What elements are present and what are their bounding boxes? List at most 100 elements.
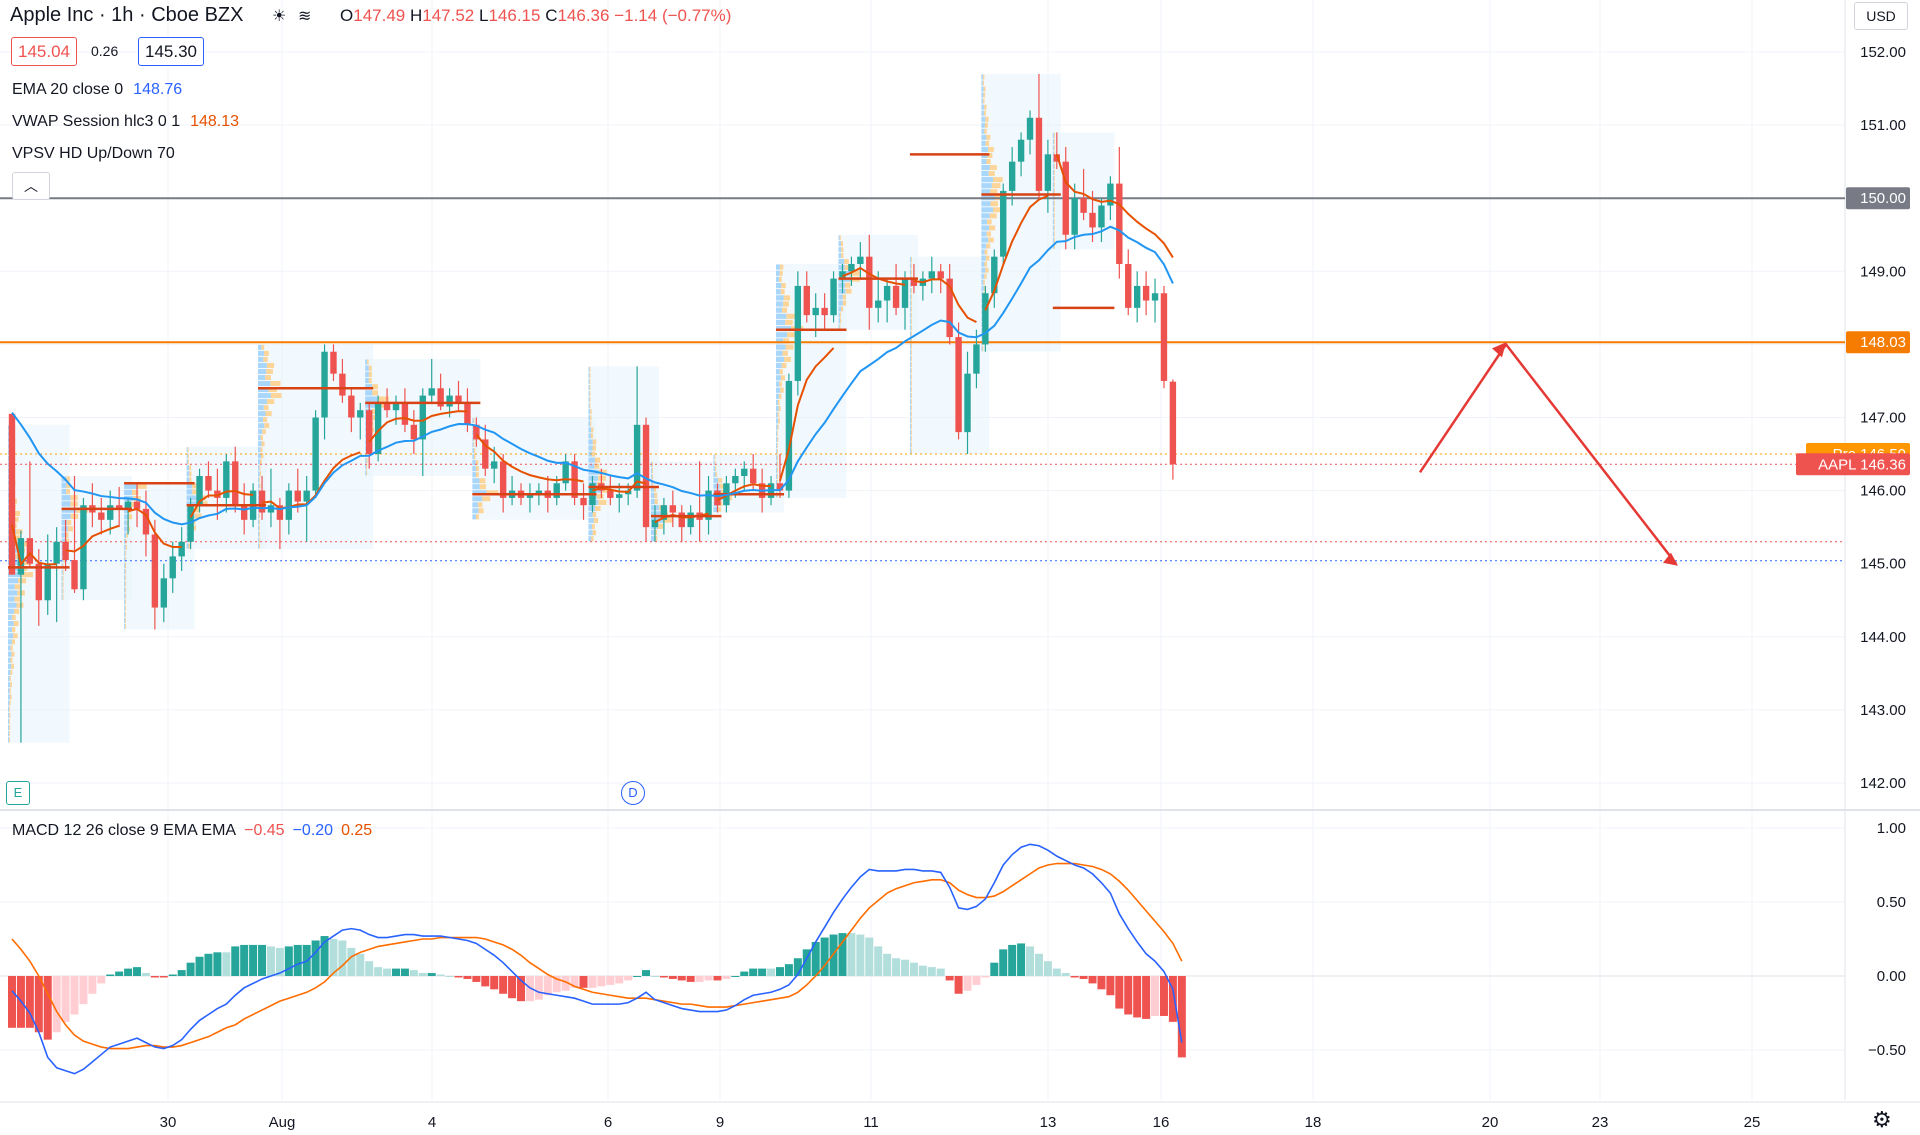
volume-profile-bar — [61, 588, 63, 594]
volume-profile-bar — [186, 489, 193, 495]
macd-histogram-bar — [749, 968, 758, 976]
macd-histogram-bar — [177, 970, 186, 976]
candle — [169, 541, 176, 593]
grid — [0, 0, 1920, 1103]
volume-profile-bar — [775, 282, 782, 289]
volume-profile-bar — [124, 532, 127, 538]
candle-body — [53, 541, 60, 564]
symbol-title[interactable]: Apple Inc · 1h · Cboe BZX — [10, 4, 244, 26]
candle-body — [455, 395, 462, 403]
volume-profile-bar — [61, 551, 64, 557]
volume-profile-bar — [778, 406, 781, 412]
volume-profile-bar — [17, 578, 27, 584]
volume-profile-bar — [911, 349, 912, 355]
volume-profile-bar — [838, 259, 845, 264]
wave-icon[interactable]: ≋ — [298, 8, 312, 25]
volume-profile-bar — [588, 415, 591, 421]
macd-histogram-bar — [517, 976, 526, 1002]
dividend-marker-icon[interactable]: D — [621, 781, 645, 805]
volume-profile-bar — [266, 368, 273, 374]
volume-profile-bar — [259, 525, 261, 531]
candle-body — [1008, 161, 1016, 191]
horizontal-lines[interactable] — [0, 197, 1845, 344]
macd-histogram-bar — [463, 976, 472, 979]
candle-body — [812, 307, 819, 316]
volume-profile-bar — [593, 518, 599, 524]
price-label-bg — [1846, 187, 1910, 210]
macd-tick-label: 1.00 — [1877, 820, 1906, 837]
candle-body — [892, 285, 900, 308]
volume-profile-bar — [13, 620, 19, 627]
volume-profile-bar — [981, 267, 986, 273]
candle-body — [339, 373, 346, 396]
volume-profile-bar — [365, 464, 367, 470]
settings-gear-icon[interactable]: ⚙ — [1872, 1107, 1892, 1132]
volume-profile-bar — [589, 372, 591, 378]
volume-profile-bar — [777, 412, 780, 418]
volume-profile-bar — [261, 453, 264, 459]
volume-profile-bar — [985, 116, 989, 122]
volume-profile-bar — [258, 537, 260, 543]
volume-profile-bar — [713, 472, 716, 477]
volume-profile-bar — [66, 482, 71, 488]
vwap-legend[interactable]: VWAP Session hlc3 0 1 148.13 — [12, 113, 240, 130]
volume-profile-bar — [588, 427, 592, 433]
volume-profile-bar — [475, 466, 479, 472]
volume-profile-bar — [259, 483, 261, 489]
volume-profile-bar — [775, 381, 780, 387]
macd-histogram-bar — [874, 946, 883, 976]
macd-histogram-bar — [391, 968, 400, 976]
sun-icon[interactable]: ☀ — [272, 8, 287, 25]
volume-profile-bar — [258, 513, 260, 519]
candle — [651, 505, 659, 542]
macd-histogram-bar — [70, 976, 79, 1015]
volume-profile-bar — [61, 519, 67, 526]
volume-profile-bar — [845, 288, 852, 294]
bid-button[interactable]: 145.04 — [11, 37, 77, 66]
volume-profile-bar — [474, 448, 476, 454]
volume-profile-bar — [258, 477, 260, 483]
candle-body — [17, 538, 25, 575]
chevron-up-icon[interactable]: ︿ — [12, 172, 50, 200]
volume-profile-bar — [981, 315, 983, 322]
currency-selector[interactable]: USD — [1854, 2, 1908, 30]
vwap-layer — [8, 153, 1174, 569]
volume-profile-bar — [186, 483, 193, 489]
ema-legend[interactable]: EMA 20 close 0 148.76 — [12, 81, 183, 98]
macd-histogram-bar — [311, 940, 320, 976]
volume-profile-bar — [61, 513, 71, 519]
volume-profile-bar — [909, 343, 912, 349]
time-axis[interactable]: 30 Aug 4 6 9 11 13 16 18 20 23 25 — [160, 1114, 1761, 1131]
candle — [142, 490, 150, 557]
volume-profile-bar — [61, 575, 63, 582]
volume-profile-bar — [775, 369, 780, 375]
volume-profile-bar — [981, 334, 983, 340]
volume-profile-bar — [775, 387, 781, 393]
vpsv-legend[interactable]: VPSV HD Up/Down 70 — [12, 145, 175, 162]
earnings-marker-icon[interactable]: E — [6, 781, 30, 805]
volume-profile-bar — [657, 523, 663, 529]
volume-profile-bar — [777, 430, 778, 436]
macd-histogram-bar — [8, 976, 16, 1028]
macd-histogram-bar — [820, 937, 829, 976]
macd-histogram-bar — [561, 976, 570, 991]
volume-profile-bar — [909, 374, 912, 380]
projection-arrow[interactable] — [1418, 342, 1678, 566]
volume-profile-bar — [780, 387, 784, 393]
volume-profile-bar — [984, 273, 987, 279]
candle-body — [294, 490, 301, 502]
volume-profile-bar — [981, 140, 986, 146]
volume-profile-bar — [598, 499, 607, 505]
volume-profile-bar — [477, 502, 483, 508]
macd-histogram-bar — [258, 944, 267, 976]
macd-legend[interactable]: MACD 12 26 close 9 EMA EMA −0.45 −0.20 0.25 — [12, 822, 373, 839]
ask-button[interactable]: 145.30 — [138, 37, 204, 66]
macd-histogram-bar — [767, 968, 776, 976]
candle — [258, 475, 266, 520]
candle-body — [982, 293, 989, 345]
volume-profile-bar — [981, 104, 985, 110]
volume-profile-bar — [61, 569, 63, 575]
candle-body — [80, 505, 87, 590]
candle-body — [794, 285, 802, 381]
